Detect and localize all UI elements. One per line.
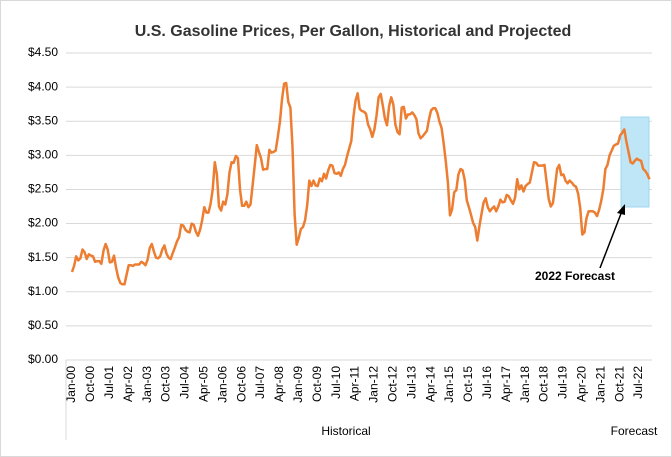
x-tick-label: Jan-03 bbox=[140, 366, 154, 403]
x-tick-label: Apr-08 bbox=[272, 366, 286, 402]
arrow-head bbox=[617, 204, 625, 215]
x-tick-label: Oct-21 bbox=[612, 366, 626, 402]
x-tick-label: Apr-11 bbox=[348, 366, 362, 401]
x-tick-label: Oct-12 bbox=[385, 366, 399, 402]
x-tick-label: Jan-06 bbox=[215, 366, 229, 403]
x-tick-label: Jan-12 bbox=[367, 366, 381, 403]
x-tick-label: Jul-10 bbox=[329, 366, 343, 399]
x-tick-label: Oct-06 bbox=[234, 366, 248, 402]
y-tick-label: $3.50 bbox=[28, 113, 58, 127]
x-tick-label: Oct-03 bbox=[159, 366, 173, 402]
x-tick-label: Jul-01 bbox=[102, 366, 116, 399]
x-tick-label: Oct-15 bbox=[461, 366, 475, 402]
x-tick-label: Jan-15 bbox=[442, 366, 456, 403]
y-tick-label: $1.50 bbox=[28, 250, 58, 264]
x-tick-label: Oct-00 bbox=[83, 366, 97, 402]
y-tick-label: $0.00 bbox=[28, 352, 58, 366]
x-tick-label: Jul-07 bbox=[253, 366, 267, 399]
x-tick-label: Jul-16 bbox=[480, 366, 494, 399]
x-group-label: Historical bbox=[321, 424, 370, 438]
y-tick-label: $2.50 bbox=[28, 182, 58, 196]
x-tick-label: Apr-20 bbox=[574, 366, 588, 402]
x-tick-label: Jan-18 bbox=[518, 366, 532, 403]
x-tick-label: Oct-09 bbox=[310, 366, 324, 402]
x-tick-label: Apr-02 bbox=[121, 366, 135, 402]
y-tick-label: $2.00 bbox=[28, 216, 58, 230]
annotation-arrow bbox=[599, 210, 623, 269]
x-tick-label: Apr-14 bbox=[423, 366, 437, 402]
y-tick-label: $4.50 bbox=[28, 45, 58, 59]
price-line bbox=[70, 81, 651, 286]
y-tick-label: $3.00 bbox=[28, 148, 58, 162]
x-tick-label: Apr-17 bbox=[499, 366, 513, 402]
x-tick-label: Jan-21 bbox=[593, 366, 607, 403]
x-tick-label: Jul-04 bbox=[178, 366, 192, 399]
y-tick-label: $1.00 bbox=[28, 284, 58, 298]
x-tick-label: Jul-22 bbox=[631, 366, 645, 399]
x-tick-label: Apr-05 bbox=[196, 366, 210, 402]
x-tick-label: Jan-00 bbox=[64, 366, 78, 403]
y-tick-label: $0.50 bbox=[28, 318, 58, 332]
annotation: 2022 Forecast bbox=[535, 269, 615, 283]
x-tick-label: Jul-13 bbox=[404, 366, 418, 399]
y-tick-label: $4.00 bbox=[28, 79, 58, 93]
chart-title: U.S. Gasoline Prices, Per Gallon, Histor… bbox=[135, 23, 572, 40]
x-tick-label: Jul-19 bbox=[556, 366, 570, 399]
x-tick-label: Jan-09 bbox=[291, 366, 305, 403]
x-group-label: Forecast bbox=[611, 424, 658, 438]
x-tick-label: Oct-18 bbox=[537, 366, 551, 402]
